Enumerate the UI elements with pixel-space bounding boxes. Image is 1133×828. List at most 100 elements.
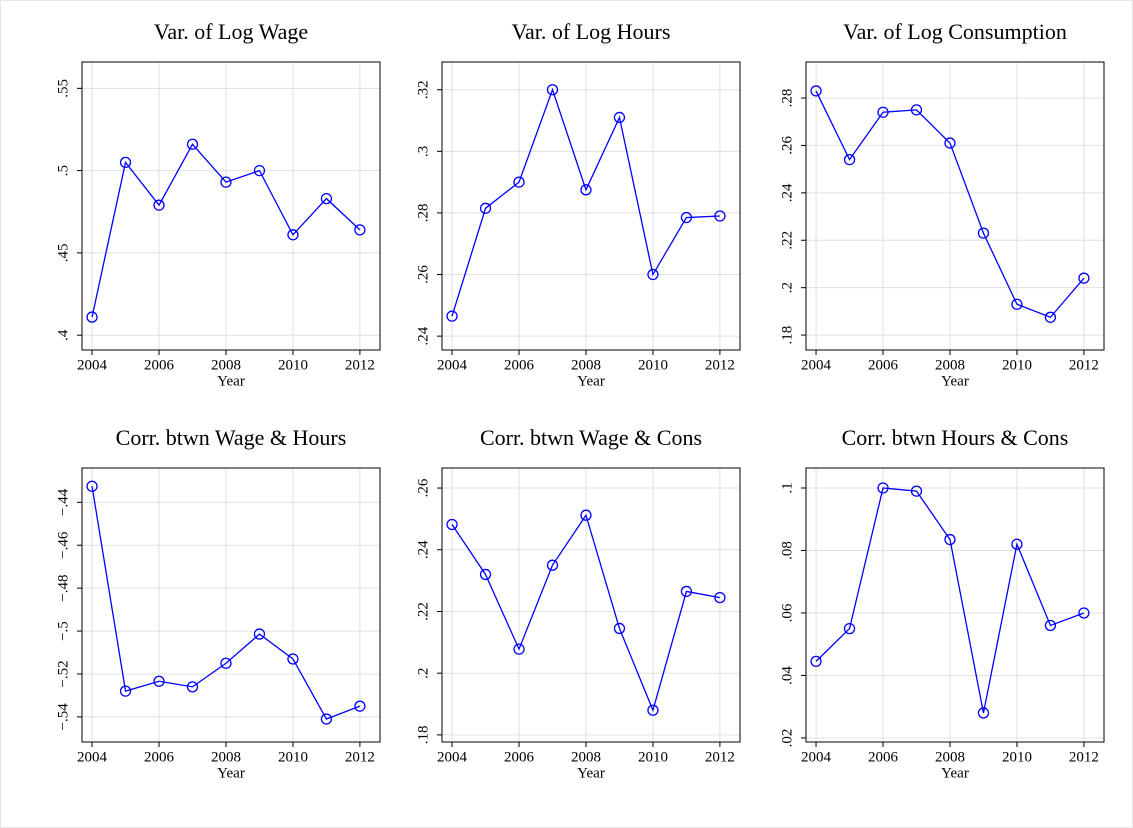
data-point	[910, 485, 923, 497]
x-tick-label: 2010	[638, 357, 668, 373]
y-tick-label: .55	[55, 79, 71, 98]
x-tick-label: 2008	[571, 357, 601, 373]
panel-title: Corr. btwn Wage & Cons	[480, 425, 702, 450]
panel-title: Corr. btwn Hours & Cons	[842, 425, 1069, 450]
data-point	[1078, 607, 1090, 619]
x-tick-label: 2004	[77, 749, 108, 765]
data-point	[119, 685, 132, 697]
data-point	[613, 622, 626, 635]
data-point	[546, 559, 559, 571]
panel-title: Var. of Log Wage	[154, 19, 308, 44]
data-point	[186, 681, 199, 693]
data-point	[810, 655, 822, 668]
data-point	[877, 106, 889, 118]
data-point	[977, 707, 990, 719]
data-point	[977, 227, 990, 239]
data-point	[153, 199, 165, 211]
x-axis-label: Year	[577, 765, 605, 781]
y-tick-label: .3	[415, 146, 431, 157]
data-point	[119, 156, 132, 169]
data-point	[513, 176, 525, 188]
x-tick-label: 2010	[278, 749, 308, 765]
data-point	[843, 154, 856, 166]
x-tick-label: 2010	[638, 749, 668, 765]
data-point	[253, 628, 266, 640]
panel-title: Var. of Log Hours	[512, 19, 671, 44]
data-point	[580, 509, 592, 521]
data-point	[647, 704, 659, 716]
data-point	[613, 111, 626, 124]
x-tick-label: 2006	[144, 357, 175, 373]
data-point	[513, 643, 525, 655]
plot-frame	[441, 61, 741, 351]
data-point	[220, 657, 232, 669]
x-tick-label: 2006	[504, 749, 535, 765]
x-tick-label: 2006	[868, 749, 899, 765]
panel-title: Var. of Log Consumption	[843, 19, 1067, 44]
data-point	[546, 84, 559, 96]
y-tick-label: .18	[415, 726, 431, 745]
y-tick-label: −.5	[55, 621, 71, 641]
data-line	[451, 513, 721, 713]
x-axis-label: Year	[577, 373, 605, 389]
y-tick-label: .28	[779, 89, 795, 108]
y-tick-label: .06	[779, 603, 795, 622]
x-tick-label: 2006	[144, 749, 175, 765]
x-tick-label: 2008	[571, 749, 601, 765]
data-point	[354, 700, 366, 712]
data-point	[86, 311, 98, 323]
data-point	[220, 176, 232, 188]
x-tick-label: 2006	[504, 357, 535, 373]
data-point	[320, 192, 333, 205]
y-tick-label: .5	[55, 165, 71, 176]
data-line	[815, 487, 1085, 714]
y-tick-label: −.44	[55, 488, 71, 516]
y-tick-label: −.54	[55, 703, 71, 731]
y-tick-label: .1	[779, 482, 795, 493]
y-tick-label: .02	[779, 729, 795, 748]
plot-frame	[81, 467, 381, 743]
x-tick-label: 2010	[278, 357, 308, 373]
data-point	[86, 480, 98, 492]
y-tick-label: .4	[55, 329, 71, 341]
data-point	[479, 202, 492, 214]
x-tick-label: 2012	[345, 357, 375, 373]
data-point	[1078, 272, 1090, 284]
x-tick-label: 2004	[801, 749, 832, 765]
data-point	[944, 533, 956, 546]
y-tick-label: −.48	[55, 575, 71, 602]
x-tick-label: 2004	[801, 357, 832, 373]
y-tick-label: .26	[779, 136, 795, 155]
data-point	[944, 137, 956, 149]
x-tick-label: 2006	[868, 357, 899, 373]
data-line	[815, 90, 1085, 319]
data-point	[479, 568, 492, 581]
x-tick-label: 2008	[935, 357, 965, 373]
y-tick-label: .26	[415, 265, 431, 284]
x-axis-label: Year	[941, 373, 969, 389]
data-point	[714, 210, 726, 222]
panel-title: Corr. btwn Wage & Hours	[116, 425, 347, 450]
data-point	[446, 310, 458, 322]
x-tick-label: 2004	[437, 749, 468, 765]
plot-frame	[805, 467, 1105, 743]
data-point	[647, 268, 659, 281]
y-tick-label: .24	[779, 183, 795, 202]
x-tick-label: 2004	[77, 357, 108, 373]
y-tick-label: .24	[415, 540, 431, 559]
data-point	[1011, 538, 1023, 550]
x-tick-label: 2012	[345, 749, 375, 765]
data-point	[580, 184, 592, 196]
data-point	[877, 482, 889, 494]
y-tick-label: .18	[779, 326, 795, 345]
data-point	[1044, 619, 1057, 632]
data-point	[680, 585, 693, 598]
data-line	[91, 486, 361, 720]
x-tick-label: 2012	[705, 357, 735, 373]
y-tick-label: .2	[779, 282, 795, 293]
y-tick-label: .04	[779, 666, 795, 685]
plot-frame	[441, 467, 741, 743]
x-tick-label: 2010	[1002, 749, 1032, 765]
x-tick-label: 2008	[211, 749, 241, 765]
